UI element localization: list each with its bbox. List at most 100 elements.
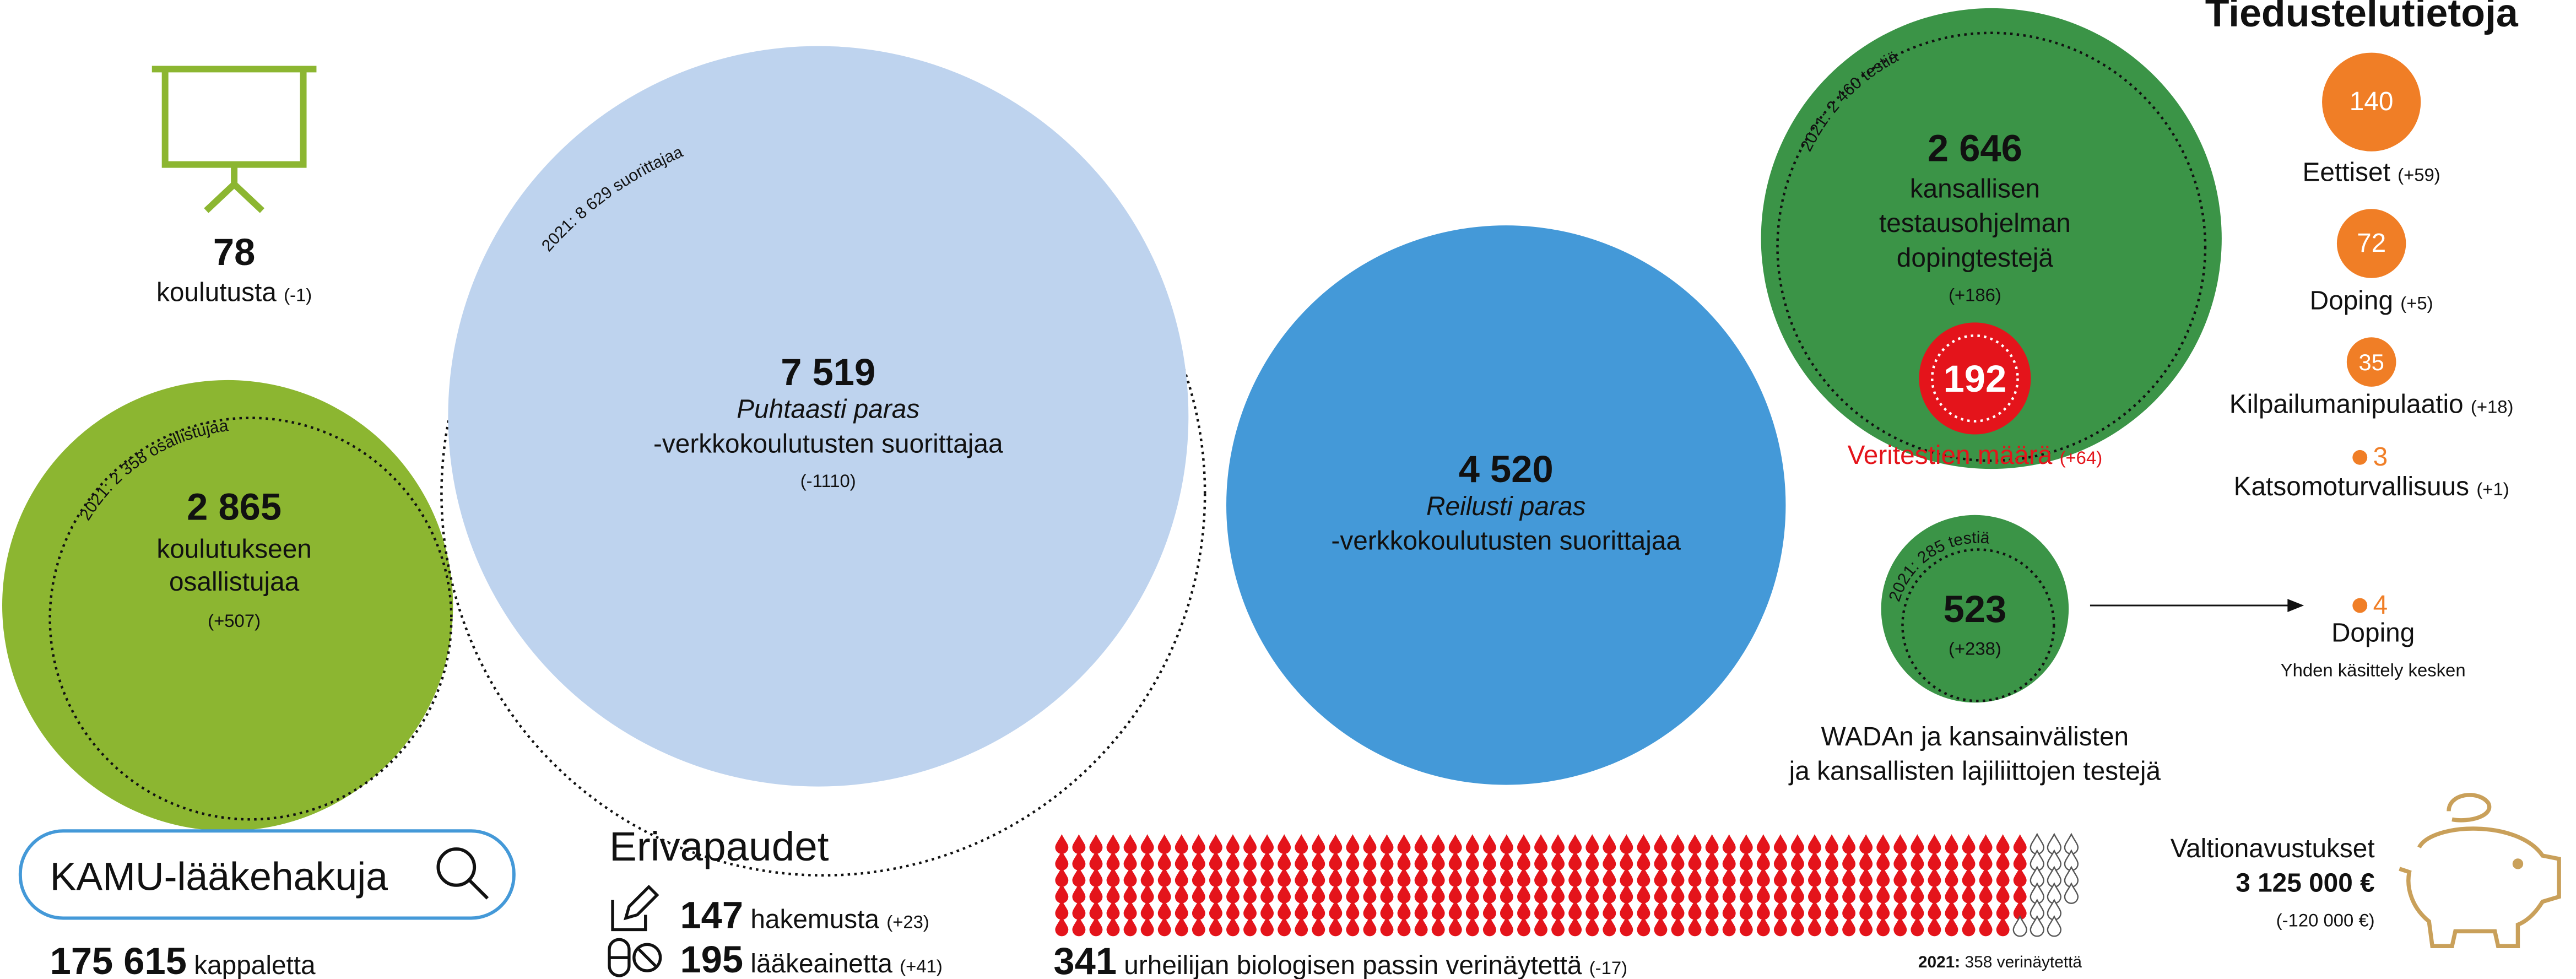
blood-drop	[1295, 900, 1308, 920]
label: koulutusta	[156, 278, 277, 307]
blood-drop	[1688, 900, 1702, 920]
blood-drop	[1842, 883, 1856, 904]
value: 341	[1053, 940, 1117, 979]
blood-drop	[1859, 900, 1873, 920]
blood-drop	[1312, 900, 1325, 920]
blood-drop	[1123, 900, 1137, 920]
blood-value: 192	[1944, 358, 2007, 400]
blood-drop	[1688, 883, 1702, 904]
blood-drop	[1688, 851, 1702, 870]
blood-drop	[1192, 851, 1205, 870]
blood-drop	[1380, 916, 1394, 937]
blood-drop	[1790, 900, 1804, 920]
previous-circle	[1776, 31, 2207, 462]
blood-drop	[1226, 916, 1240, 937]
label: Veritestien määrä	[1848, 441, 2053, 470]
blood-drop	[1482, 851, 1496, 870]
change: (-1)	[284, 285, 312, 305]
value: 358	[1965, 953, 1993, 971]
blood-drop	[1722, 916, 1736, 937]
blood-drop	[1414, 851, 1428, 870]
kamu-title: KAMU-lääkehakuja	[50, 855, 388, 899]
blood-drop	[1756, 916, 1770, 937]
blood-drop	[1893, 867, 1907, 887]
intel-dot	[2352, 450, 2368, 465]
value: 175 615	[50, 940, 187, 979]
pill-icon	[608, 938, 662, 977]
label: Doping	[2310, 286, 2393, 315]
blood-drop	[1739, 834, 1753, 854]
participants-label: koulutukseen	[156, 534, 312, 564]
blood-drop	[1654, 834, 1668, 854]
blood-drop	[1295, 851, 1308, 870]
intelligence-title: Tiedustelutietoja	[2205, 0, 2519, 35]
change: (+23)	[886, 911, 929, 932]
blood-drop	[1756, 867, 1770, 887]
change: (-17)	[1589, 958, 1627, 978]
blood-drop	[1637, 916, 1650, 937]
blood-drop	[1123, 883, 1137, 904]
blood-drop	[1448, 867, 1462, 887]
grants-change: (-120 000 €)	[2276, 910, 2375, 930]
blood-drop	[1157, 851, 1171, 870]
blood-drop	[1380, 834, 1394, 854]
blood-drop	[1123, 916, 1137, 937]
participants-circle	[2, 380, 453, 831]
blood-drop	[1911, 916, 1924, 937]
blood-label: Veritestien määrä (+64)	[1848, 441, 2103, 470]
blood-drop	[1859, 834, 1873, 854]
missing-drop	[2047, 915, 2061, 937]
blood-drop	[1414, 834, 1428, 854]
national-tests-circle	[1761, 8, 2222, 469]
blood-drop	[1876, 900, 1890, 920]
blood-drop	[1140, 834, 1154, 854]
blood-drop	[1671, 916, 1685, 937]
blood-drop	[1397, 851, 1411, 870]
blood-drop	[1243, 883, 1257, 904]
intel-label: Kilpailumanipulaatio (+18)	[2229, 390, 2514, 419]
blood-drop	[1106, 900, 1120, 920]
change: (+41)	[900, 956, 943, 976]
national-value: 2 646	[1928, 127, 2022, 170]
blood-drop	[1996, 834, 2010, 854]
blood-drop	[1551, 851, 1565, 870]
blood-drop	[1106, 834, 1120, 854]
blood-drop	[1517, 916, 1530, 937]
fair-label: -verkkokoulutusten suorittajaa	[1331, 527, 1681, 556]
blood-drop	[1739, 883, 1753, 904]
blood-drop	[1842, 851, 1856, 870]
blood-drop	[1465, 867, 1479, 887]
blood-drop	[1089, 900, 1103, 920]
intel-label: Doping (+5)	[2310, 286, 2433, 315]
fair-course-circle	[1226, 225, 1786, 785]
blood-drop	[1243, 916, 1257, 937]
blood-drop	[1346, 900, 1360, 920]
missing-drop	[2030, 915, 2044, 937]
blood-drop	[1209, 916, 1222, 937]
blood-drop	[1825, 900, 1839, 920]
blood-drop	[1534, 900, 1547, 920]
blood-drop	[1945, 867, 1958, 887]
blood-drop	[1911, 883, 1924, 904]
blood-drop	[1773, 916, 1787, 937]
blood-drop	[1534, 883, 1547, 904]
blood-drop	[1620, 851, 1633, 870]
blood-drop	[1739, 851, 1753, 870]
blood-drop	[1517, 883, 1530, 904]
blood-drop	[1637, 867, 1650, 887]
blood-drop	[1876, 851, 1890, 870]
blood-drop	[1175, 883, 1188, 904]
blood-drop	[1157, 867, 1171, 887]
blood-drop	[1192, 834, 1205, 854]
blood-drop	[1705, 851, 1719, 870]
blood-drop	[1140, 867, 1154, 887]
blood-drop	[1055, 916, 1069, 937]
blood-drop	[2013, 867, 2027, 887]
blood-drop	[1465, 834, 1479, 854]
blood-drop	[1278, 851, 1291, 870]
blood-drop	[1329, 834, 1343, 854]
blood-drop	[1551, 867, 1565, 887]
blood-drop	[1312, 851, 1325, 870]
